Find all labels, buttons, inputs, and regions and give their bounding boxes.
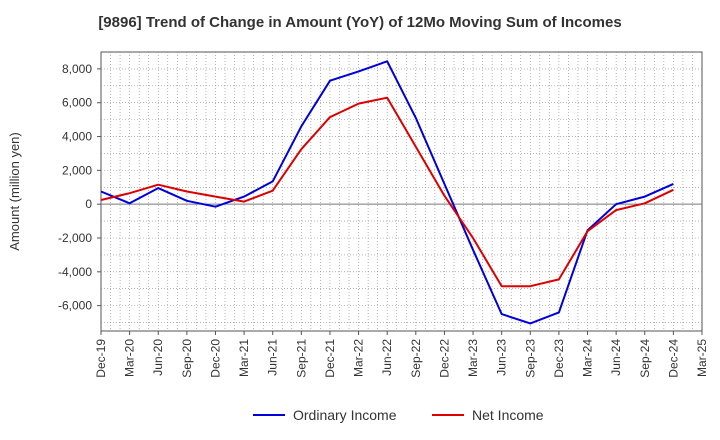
x-tick-label: Sep-20 <box>180 339 194 378</box>
x-tick-label: Mar-21 <box>237 339 251 377</box>
y-tick-label: -6,000 <box>58 299 92 313</box>
y-axis-label: Amount (million yen) <box>7 132 22 251</box>
y-tick-label: 4,000 <box>62 130 92 144</box>
y-tick-label: 2,000 <box>62 163 92 177</box>
x-tick-label: Sep-22 <box>409 339 423 378</box>
x-tick-label: Jun-24 <box>609 339 623 376</box>
y-tick-label: 0 <box>85 197 92 211</box>
y-tick-label: 6,000 <box>62 96 92 110</box>
plot-area <box>100 51 703 332</box>
x-tick-label: Jun-23 <box>495 339 509 376</box>
x-tick-label: Mar-22 <box>352 339 366 377</box>
legend-label-net-income: Net Income <box>472 407 544 423</box>
x-tick-label: Sep-23 <box>523 339 537 378</box>
legend-label-ordinary-income: Ordinary Income <box>293 407 397 423</box>
x-tick-label: Jun-22 <box>380 339 394 376</box>
x-tick-label: Mar-24 <box>581 339 595 377</box>
x-tick-label: Dec-19 <box>94 339 108 378</box>
x-tick-label: Mar-20 <box>123 339 137 377</box>
y-tick-label: -2,000 <box>58 231 92 245</box>
x-tick-label: Sep-21 <box>294 339 308 378</box>
x-tick-label: Mar-23 <box>466 339 480 377</box>
x-tick-label: Dec-24 <box>666 339 680 378</box>
y-tick-label: -4,000 <box>58 265 92 279</box>
x-tick-label: Jun-21 <box>266 339 280 376</box>
x-tick-label: Dec-23 <box>552 339 566 378</box>
x-tick-label: Sep-24 <box>638 339 652 378</box>
x-tick-label: Dec-21 <box>323 339 337 378</box>
x-tick-label: Mar-25 <box>695 339 709 377</box>
x-tick-label: Dec-20 <box>208 339 222 378</box>
x-tick-label: Dec-22 <box>437 339 451 378</box>
y-tick-label: 8,000 <box>62 62 92 76</box>
x-tick-label: Jun-20 <box>151 339 165 376</box>
chart-title: [9896] Trend of Change in Amount (YoY) o… <box>98 14 622 31</box>
